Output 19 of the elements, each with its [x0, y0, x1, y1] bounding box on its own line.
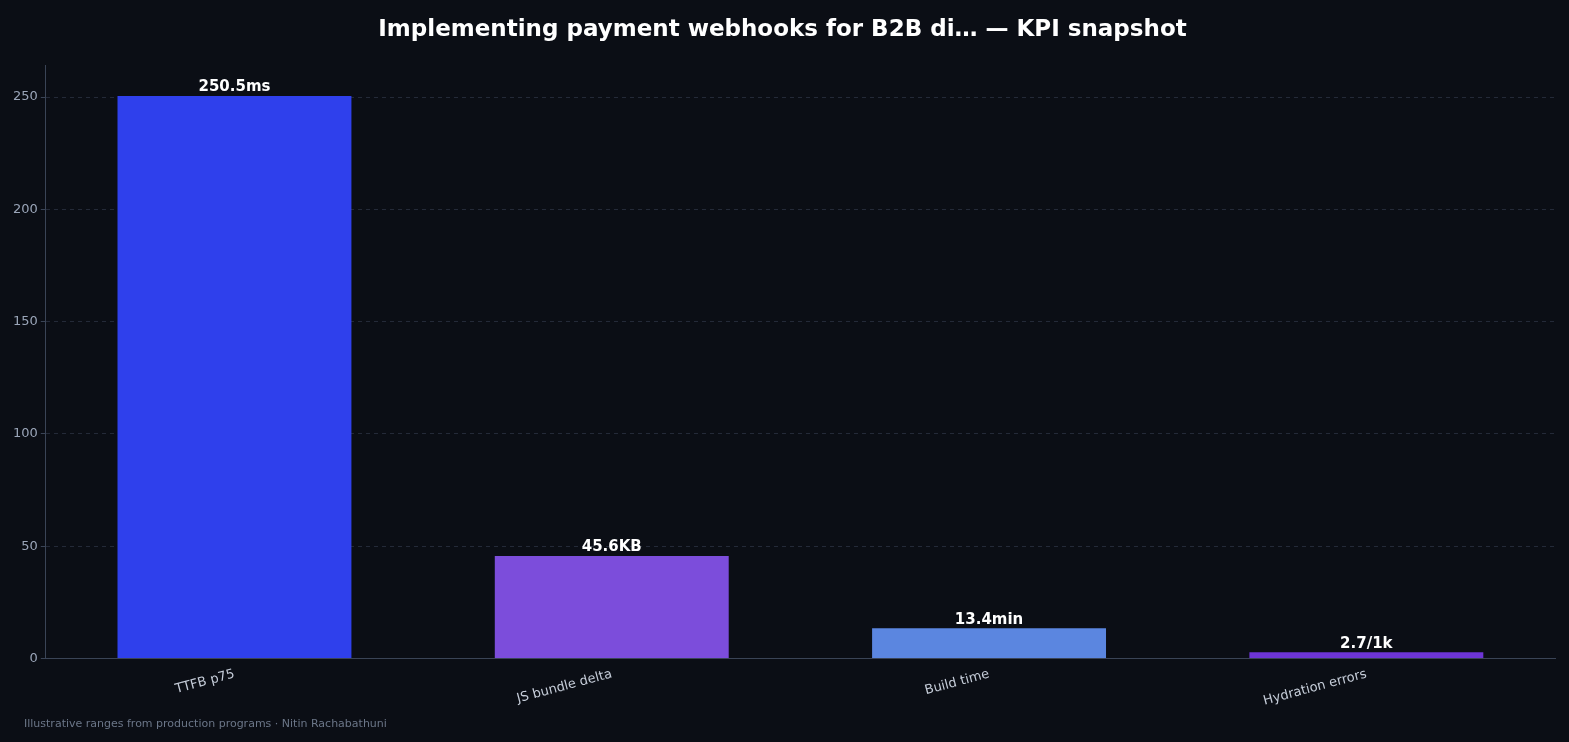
data-label: 2.7/1k [1340, 633, 1394, 652]
data-label: 45.6KB [581, 537, 642, 556]
y-tick-label: 250 [12, 88, 38, 104]
y-tick-label: 50 [21, 537, 38, 553]
y-tick-label: 100 [12, 425, 38, 441]
bar [494, 556, 729, 658]
x-tick-label: TTFB p75 [172, 665, 237, 697]
data-label: 250.5ms [198, 77, 271, 96]
x-tick-label: Build time [922, 665, 991, 698]
bar [872, 628, 1107, 658]
bar [1249, 652, 1484, 658]
chart-title: Implementing payment webhooks for B2B di… — KPI snapshot [378, 14, 1187, 41]
x-tick-label: JS bundle delta [514, 665, 614, 706]
y-tick-label: 200 [12, 200, 38, 216]
text: Illustrative ranges from production programs · Nitin Rachabathuni [24, 717, 387, 731]
y-tick-label: 150 [12, 312, 38, 328]
y-tick-label: 0 [29, 649, 38, 665]
bar [117, 95, 352, 658]
data-label: 13.4min [954, 609, 1024, 628]
